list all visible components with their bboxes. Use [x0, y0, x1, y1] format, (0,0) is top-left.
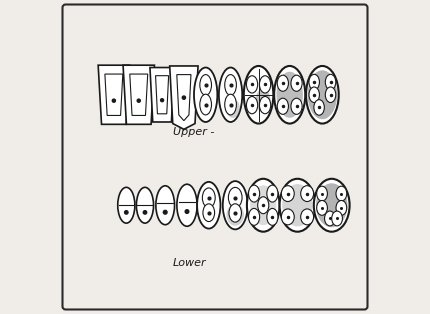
Ellipse shape: [203, 204, 215, 222]
Ellipse shape: [250, 185, 276, 225]
Ellipse shape: [276, 72, 303, 118]
Circle shape: [182, 96, 185, 99]
Ellipse shape: [247, 179, 280, 232]
Ellipse shape: [306, 66, 339, 123]
Ellipse shape: [223, 181, 248, 229]
Ellipse shape: [200, 75, 212, 95]
Ellipse shape: [267, 185, 278, 202]
Ellipse shape: [203, 188, 215, 208]
Ellipse shape: [336, 200, 347, 215]
Ellipse shape: [225, 75, 237, 95]
Ellipse shape: [244, 66, 273, 123]
Ellipse shape: [336, 186, 347, 201]
Ellipse shape: [177, 184, 197, 226]
Ellipse shape: [226, 99, 240, 118]
Ellipse shape: [308, 70, 337, 119]
Ellipse shape: [274, 66, 305, 123]
Ellipse shape: [255, 89, 270, 112]
FancyBboxPatch shape: [62, 4, 368, 310]
Ellipse shape: [246, 96, 258, 114]
Circle shape: [163, 210, 167, 214]
Ellipse shape: [249, 208, 260, 225]
Polygon shape: [98, 65, 129, 124]
Polygon shape: [130, 74, 148, 116]
Circle shape: [125, 211, 128, 214]
Ellipse shape: [326, 74, 336, 90]
Ellipse shape: [282, 184, 313, 226]
Ellipse shape: [326, 87, 336, 103]
Ellipse shape: [197, 182, 221, 229]
Ellipse shape: [258, 197, 269, 214]
Circle shape: [160, 99, 163, 102]
Ellipse shape: [314, 100, 324, 115]
Ellipse shape: [259, 96, 271, 114]
Ellipse shape: [301, 209, 313, 225]
Ellipse shape: [291, 98, 302, 114]
Polygon shape: [123, 65, 154, 124]
Ellipse shape: [156, 186, 175, 225]
Ellipse shape: [301, 186, 313, 202]
Ellipse shape: [225, 94, 237, 115]
Polygon shape: [170, 66, 198, 129]
Ellipse shape: [309, 74, 319, 90]
Ellipse shape: [325, 211, 335, 226]
Ellipse shape: [249, 185, 260, 202]
Circle shape: [185, 210, 189, 213]
Polygon shape: [105, 74, 123, 116]
Ellipse shape: [246, 76, 258, 93]
Ellipse shape: [227, 204, 244, 226]
Text: Upper -: Upper -: [173, 127, 215, 138]
Ellipse shape: [118, 187, 135, 223]
Ellipse shape: [316, 183, 347, 227]
Ellipse shape: [332, 211, 342, 226]
Polygon shape: [177, 75, 191, 121]
Ellipse shape: [194, 68, 217, 122]
Ellipse shape: [229, 204, 242, 222]
Circle shape: [137, 99, 140, 102]
Ellipse shape: [314, 179, 350, 232]
Ellipse shape: [316, 186, 327, 201]
Ellipse shape: [277, 75, 289, 91]
Polygon shape: [156, 76, 169, 114]
Ellipse shape: [309, 87, 319, 103]
Ellipse shape: [316, 200, 327, 215]
Circle shape: [143, 211, 147, 214]
Polygon shape: [150, 68, 174, 122]
Ellipse shape: [200, 94, 212, 115]
Ellipse shape: [277, 98, 289, 114]
Text: Lower: Lower: [173, 258, 206, 268]
Ellipse shape: [281, 186, 294, 202]
Ellipse shape: [259, 76, 271, 93]
Ellipse shape: [280, 179, 315, 232]
Ellipse shape: [228, 187, 242, 208]
Ellipse shape: [291, 75, 302, 91]
Circle shape: [112, 99, 115, 102]
Ellipse shape: [219, 68, 242, 122]
Ellipse shape: [281, 209, 294, 225]
Ellipse shape: [136, 187, 154, 223]
Ellipse shape: [267, 208, 278, 225]
